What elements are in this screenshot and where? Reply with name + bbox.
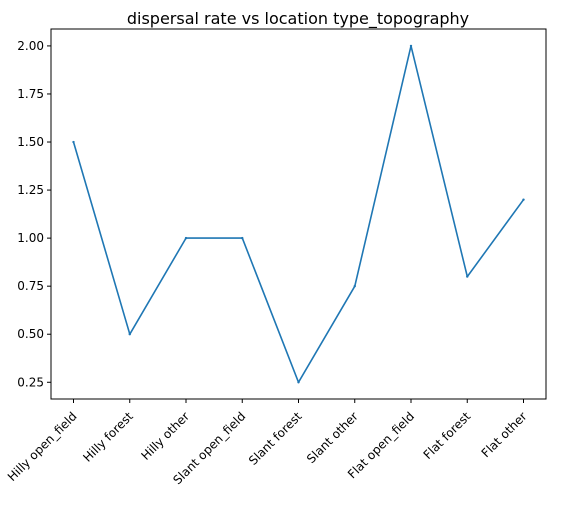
x-tick-label: Slant other [304, 409, 361, 466]
plot-area-frame [50, 28, 547, 400]
data-point [184, 236, 188, 240]
x-tick-label: Hilly open_field [5, 409, 80, 484]
data-point [353, 284, 356, 288]
y-tick-label: 1.75 [17, 87, 44, 101]
x-tick-label: Hilly forest [80, 409, 136, 465]
y-tick-label: 0.75 [17, 279, 44, 293]
y-tick-label: 1.25 [17, 183, 44, 197]
data-point [466, 275, 469, 278]
x-tick-label: Flat forest [421, 409, 474, 462]
y-tick-label: 1.00 [17, 231, 44, 245]
y-tick-label: 0.50 [17, 327, 44, 341]
y-axis: 0.25 0.50 0.75 1.00 1.25 1.50 1.75 2.00 [17, 39, 51, 389]
series-line-0 [72, 45, 525, 384]
x-tick-label: Flat other [479, 409, 530, 460]
chart-title: dispersal rate vs location type_topograp… [127, 9, 469, 29]
series-layer [72, 44, 525, 384]
x-tick-label: Slant forest [246, 409, 305, 468]
data-point [409, 44, 413, 48]
y-tick-label: 1.50 [17, 135, 44, 149]
data-point [522, 198, 525, 201]
y-tick-label: 2.00 [17, 39, 44, 53]
y-tick-label: 0.25 [17, 375, 44, 389]
x-tick-label: Hilly other [138, 409, 192, 463]
data-point [297, 381, 300, 384]
data-point [128, 333, 131, 336]
x-axis: Hilly open_field Hilly forest Hilly other S… [5, 399, 530, 487]
data-point [241, 236, 244, 240]
data-point [72, 140, 75, 144]
